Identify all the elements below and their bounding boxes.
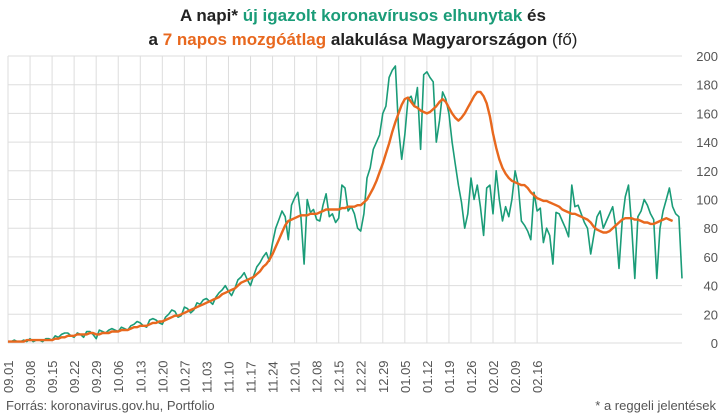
footer-source: Forrás: koronavirus.gov.hu, Portfolio <box>6 398 215 413</box>
y-tick-label: 200 <box>696 49 718 64</box>
x-tick-label: 11.03 <box>199 361 214 393</box>
x-tick-label: 09.29 <box>89 360 104 393</box>
y-tick-label: 80 <box>704 221 718 236</box>
y-tick-label: 160 <box>696 106 718 121</box>
x-tick-label: 02.16 <box>530 360 545 393</box>
x-tick-label: 10.13 <box>133 360 148 393</box>
chart-title-line-2: a 7 napos mozgóátlag alakulása Magyarors… <box>0 30 726 50</box>
x-tick-label: 09.22 <box>67 360 82 393</box>
x-tick-label: 12.22 <box>354 360 369 393</box>
y-tick-label: 40 <box>704 279 718 294</box>
title-suffix-2: alakulása Magyarországon <box>326 30 552 49</box>
grid-lines <box>7 55 682 344</box>
x-tick-label: 11.17 <box>244 361 259 393</box>
y-tick-label: 120 <box>696 164 718 179</box>
y-tick-label: 180 <box>696 78 718 93</box>
x-tick-label: 10.27 <box>177 360 192 393</box>
y-tick-label: 100 <box>696 193 718 208</box>
y-axis-ticks: 0 20 40 60 80 100 120 140 160 180 200 <box>696 49 718 351</box>
x-axis-ticks: 09.01 09.08 09.15 09.22 09.29 10.06 10.13 10.20… <box>1 360 545 393</box>
x-tick-label: 12.29 <box>376 360 391 393</box>
x-tick-label: 10.06 <box>111 360 126 393</box>
x-tick-label: 10.20 <box>155 360 170 393</box>
x-tick-label: 09.15 <box>45 360 60 393</box>
y-tick-label: 20 <box>704 307 718 322</box>
title-prefix-1: A napi* <box>180 6 243 25</box>
x-tick-label: 12.01 <box>288 360 303 393</box>
series-line-daily <box>8 65 683 343</box>
x-tick-label: 02.09 <box>508 360 523 393</box>
title-highlight-daily: új igazolt koronavírusos elhunytak <box>242 6 523 25</box>
x-tick-label: 02.02 <box>486 360 501 393</box>
x-tick-label: 11.24 <box>266 361 281 393</box>
x-tick-label: 09.08 <box>23 360 38 393</box>
y-tick-label: 140 <box>696 135 718 150</box>
y-tick-label: 0 <box>711 336 718 351</box>
x-tick-label: 12.08 <box>310 360 325 393</box>
x-tick-label: 09.01 <box>1 360 16 393</box>
chart-title-line-1: A napi* új igazolt koronavírusos elhunyt… <box>0 6 726 26</box>
x-tick-label: 11.10 <box>221 361 236 393</box>
title-suffix-1: és <box>522 6 546 25</box>
x-tick-label: 01.12 <box>420 360 435 393</box>
y-tick-label: 60 <box>704 250 718 265</box>
title-prefix-2: a <box>148 30 163 49</box>
series-layer <box>8 65 683 343</box>
x-tick-label: 01.26 <box>464 360 479 393</box>
footer-note: * a reggeli jelentések <box>595 398 716 413</box>
title-unit: (fő) <box>551 30 578 49</box>
title-highlight-average: 7 napos mozgóátlag <box>162 30 327 49</box>
series-line-average <box>8 90 674 343</box>
x-tick-label: 01.05 <box>398 360 413 393</box>
x-tick-label: 01.19 <box>442 360 457 393</box>
x-tick-label: 12.15 <box>332 360 347 393</box>
